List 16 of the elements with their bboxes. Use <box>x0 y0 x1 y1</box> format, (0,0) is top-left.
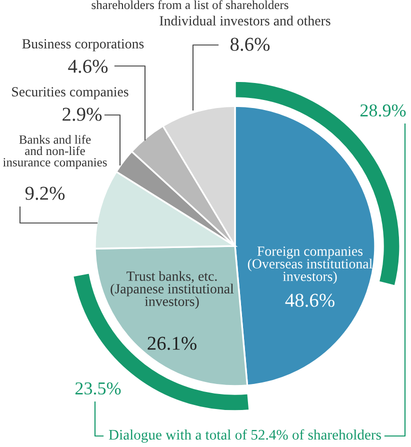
data-label: 2.9% <box>62 108 102 121</box>
data-label: 8.6% <box>230 38 270 51</box>
data-label: 26.1% <box>148 336 196 350</box>
slice-label: Securities companies <box>12 87 128 100</box>
data-label: 23.5% <box>75 382 121 395</box>
data-label: 28.9% <box>360 104 406 117</box>
slice-label: Foreign companies (Overseas institutional investors) <box>248 246 372 284</box>
slice-label: Individual investors and others <box>160 16 330 26</box>
text: Dialogue with a total of 52.4% of shareholders <box>108 429 381 443</box>
data-label: 9.2% <box>25 186 65 200</box>
slice-label: Trust banks, etc. (Japanese institutional investors) <box>110 271 234 309</box>
slice-label: Business corporations <box>22 39 144 52</box>
data-label: 4.6% <box>68 60 108 73</box>
slice-label: Banks and life and non-life insurance companies <box>3 134 107 170</box>
chart-title: shareholders from a list of shareholders <box>92 0 288 10</box>
data-label: 48.6% <box>285 294 334 307</box>
